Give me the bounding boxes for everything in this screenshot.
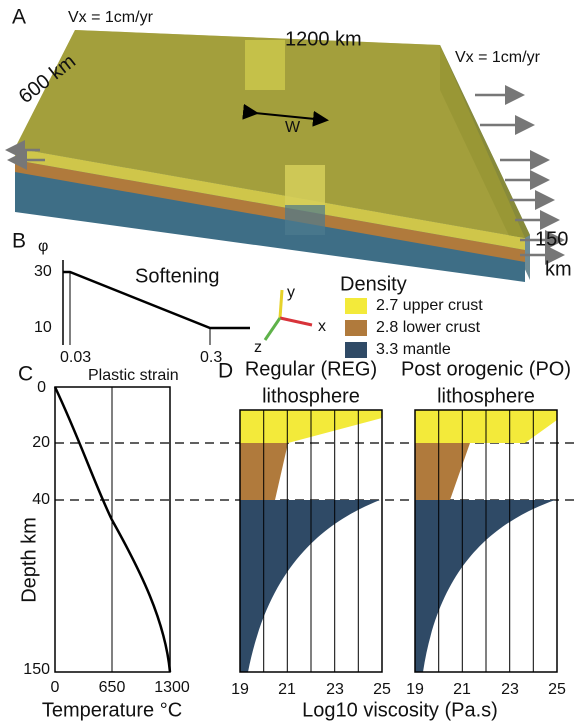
x-tick-label: 23 — [501, 681, 519, 698]
length-label: 1200 km — [285, 28, 362, 50]
axis-letter: z — [254, 339, 262, 356]
x-tick-label: 19 — [231, 681, 249, 698]
y-tick-label: 150 — [23, 661, 50, 678]
weakness-label: W — [285, 119, 301, 136]
x-tick-label: 19 — [406, 681, 424, 698]
curve-label: Softening — [135, 265, 220, 287]
panel-label: A — [12, 6, 26, 29]
figure: A Vx = 1cm/yr Vx = 1cm/yr 1200 km 600 km… — [0, 0, 584, 723]
panel-label: B — [12, 230, 26, 253]
x-tick-label: 0 — [51, 679, 60, 696]
legend-item: 3.3 mantle — [376, 341, 451, 358]
legend-title: Density — [340, 273, 407, 295]
x-tick-label: 25 — [373, 681, 391, 698]
viscosity-left — [240, 410, 382, 672]
panel-title: lithosphere — [262, 385, 360, 407]
x-tick-label: 0.03 — [60, 349, 91, 366]
y-label: Depth km — [18, 517, 40, 603]
depth-label: 150 — [535, 228, 568, 250]
y-tick-label: 20 — [32, 434, 50, 451]
velocity-label: Vx = 1cm/yr — [68, 9, 154, 26]
panel-title: Regular (REG) — [245, 358, 377, 380]
y-tick-label: 10 — [34, 319, 52, 336]
x-label: Log10 viscosity (Pa.s) — [302, 699, 498, 721]
y-symbol: φ — [38, 238, 48, 255]
x-label: Temperature °C — [42, 699, 182, 721]
x-tick-label: 1300 — [154, 679, 190, 696]
x-tick-label: 650 — [99, 679, 126, 696]
panel-title: lithosphere — [437, 385, 535, 407]
viscosity-right — [415, 410, 557, 672]
velocity-label: Vx = 1cm/yr — [455, 49, 541, 66]
x-tick-label: 21 — [278, 681, 296, 698]
x-tick-label: 21 — [453, 681, 471, 698]
panel-label: D — [218, 360, 233, 383]
legend-item: 2.8 lower crust — [376, 319, 481, 336]
axis-letter: y — [287, 284, 295, 301]
y-tick-label: 0 — [37, 379, 46, 396]
panel-title: Post orogenic (PO) — [401, 358, 571, 380]
x-label: Plastic strain — [88, 367, 179, 384]
x-tick-label: 23 — [326, 681, 344, 698]
panel-label: C — [18, 363, 33, 386]
legend-item: 2.7 upper crust — [376, 297, 483, 314]
model-box — [10, 30, 560, 282]
x-tick-label: 25 — [548, 681, 566, 698]
axis-letter: x — [318, 318, 326, 335]
depth-unit: km — [545, 258, 572, 280]
y-tick-label: 30 — [34, 263, 52, 280]
y-tick-label: 40 — [32, 491, 50, 508]
